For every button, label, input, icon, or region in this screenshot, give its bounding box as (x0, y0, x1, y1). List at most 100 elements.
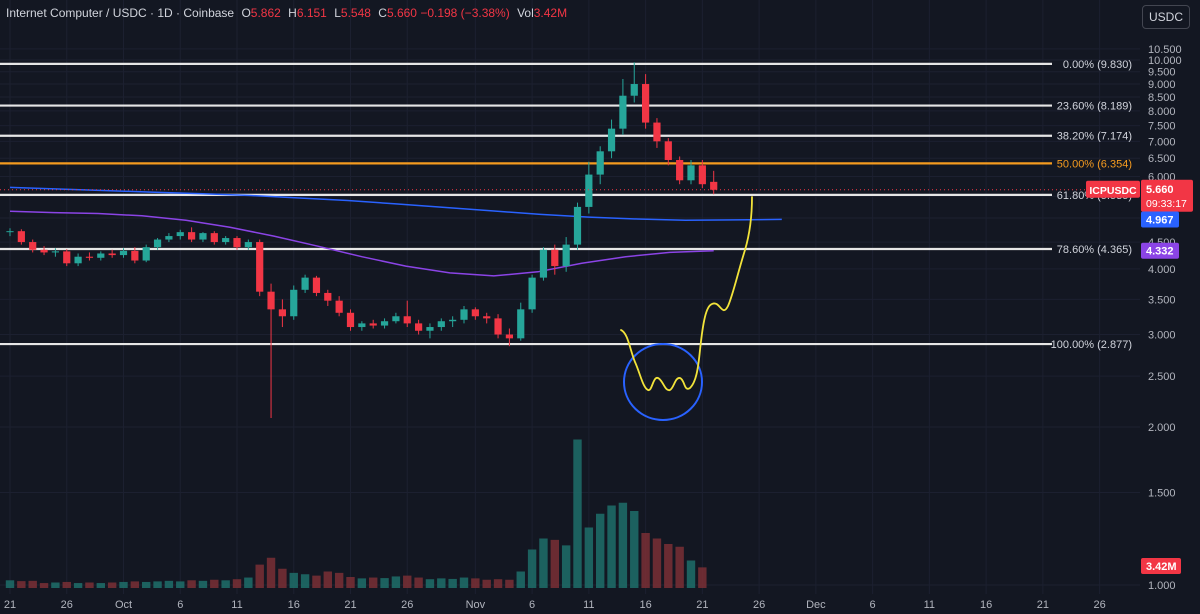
candle-body (426, 327, 434, 331)
volume-bar (5, 580, 15, 588)
candle (426, 323, 434, 339)
ma-slow-badge-bg (1141, 211, 1179, 228)
candle (380, 318, 389, 329)
candle-body (642, 84, 650, 123)
time-axis-bg (0, 594, 1140, 614)
symbol-badge-bg (1086, 180, 1140, 198)
candle (517, 302, 525, 341)
currency-button[interactable]: USDC (1142, 5, 1190, 29)
volume-bar (664, 544, 673, 588)
time-tick-label: Oct (115, 599, 132, 611)
candle (392, 312, 400, 324)
volume-bar (698, 567, 707, 588)
candle-body (358, 323, 366, 328)
ma-fast-value: 4.332 (1146, 246, 1174, 258)
volume-bar (414, 577, 423, 588)
candle (97, 251, 105, 261)
candle-body (6, 231, 14, 233)
close-label: C (378, 6, 387, 20)
candle-body (619, 95, 627, 129)
volume-bar (96, 583, 105, 588)
candle (642, 74, 650, 129)
price-tick-label: 7.500 (1148, 121, 1176, 133)
volume-value: 3.42M (533, 6, 568, 20)
time-axis: 21 26 Oct 6 11 16 21 26 Nov 6 11 16 21 26 Dec 6 11 16 21 26 (0, 594, 1140, 614)
price-tick-label: 10.500 (1148, 44, 1182, 56)
candle (505, 328, 513, 347)
volume-bar (221, 580, 230, 588)
volume-bar (187, 580, 196, 588)
volume-bar (505, 579, 514, 588)
candle-body (573, 206, 582, 245)
time-tick-label: 26 (61, 599, 73, 611)
open-value: 5.862 (250, 6, 281, 20)
candle-body (29, 242, 37, 250)
candle (40, 246, 48, 256)
candle (653, 118, 661, 148)
candle (346, 309, 355, 331)
candle (6, 228, 14, 237)
candle (539, 247, 548, 281)
candle (369, 319, 377, 329)
candle (119, 248, 128, 258)
time-tick-label: 21 (696, 599, 708, 611)
candlesticks (0, 62, 1140, 419)
candle-body (698, 165, 706, 185)
candle-body (403, 316, 411, 324)
volume-bar (380, 578, 389, 588)
candle-body (676, 159, 684, 181)
volume-bar (266, 557, 276, 588)
candle (630, 62, 638, 103)
candle-body (165, 236, 173, 240)
volume-bar (73, 583, 83, 588)
ma-slow-value: 4.967 (1146, 215, 1174, 227)
volume-bar (176, 581, 185, 588)
candle (222, 236, 230, 245)
candle-body (483, 316, 491, 319)
volume-bar (448, 578, 457, 588)
volume-bar (596, 513, 605, 588)
volume-bar (164, 580, 174, 588)
volume-bar (153, 581, 162, 588)
symbol-title[interactable]: Internet Computer / USDC · 1D · Coinbase (6, 6, 235, 20)
symbol-legend: Internet Computer / USDC · 1D · Coinbase… (6, 6, 567, 20)
volume-bar (471, 578, 480, 588)
price-tick-label: 10.000 (1148, 55, 1182, 67)
price-tick-label: 8.500 (1148, 92, 1176, 104)
volume-bar (584, 527, 594, 588)
candle-body (664, 141, 672, 160)
candle-body (346, 312, 355, 328)
change-value: −0.198 (−3.38%) (420, 6, 510, 20)
candle-body (256, 242, 264, 292)
candle (312, 275, 321, 297)
candle (108, 249, 116, 258)
candle-body (267, 291, 275, 310)
low-label: L (334, 6, 341, 20)
candle-body (517, 309, 525, 339)
price-tick-label: 4.000 (1148, 264, 1176, 276)
volume-bar (232, 579, 242, 588)
candle (573, 202, 582, 250)
candle (403, 300, 411, 328)
time-tick-label: 21 (1037, 599, 1049, 611)
candle (676, 156, 684, 185)
candle-body (460, 309, 468, 320)
candle-body (687, 165, 695, 181)
close-value: 5.660 (386, 6, 417, 20)
price-tick-label: 2.500 (1148, 371, 1176, 383)
candle (267, 283, 275, 419)
open-label: O (241, 6, 251, 20)
volume-bar (278, 568, 287, 588)
candle-body (539, 249, 548, 278)
candle-body (653, 122, 661, 142)
volume-bar (17, 581, 26, 588)
candle-body (74, 256, 82, 264)
volume-label: Vol (517, 6, 534, 20)
candle (153, 238, 162, 250)
candle-body (710, 181, 718, 190)
fib-label: 78.60% (4.365) (1057, 244, 1132, 256)
candle (585, 161, 593, 214)
volume-bar (561, 545, 571, 588)
candle-body (312, 277, 321, 293)
